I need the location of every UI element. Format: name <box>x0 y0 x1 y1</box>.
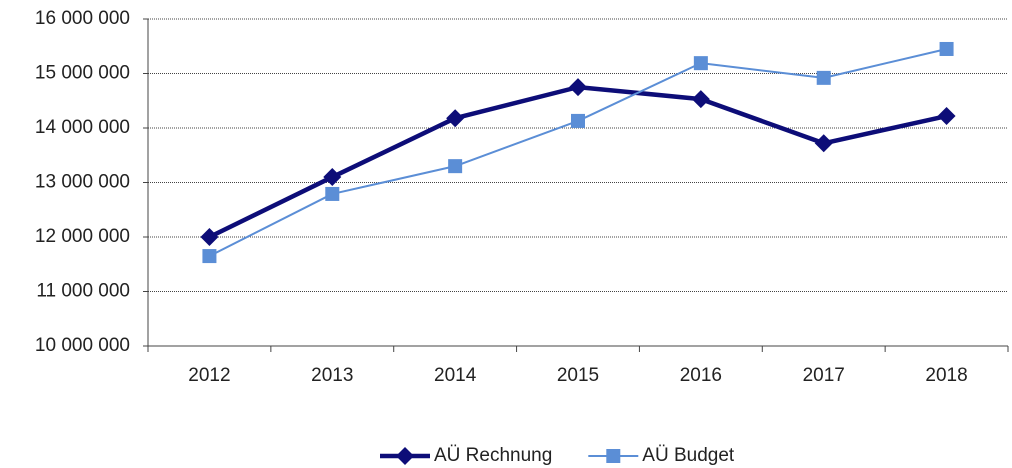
data-point <box>200 228 219 246</box>
x-tick-label: 2014 <box>434 365 477 386</box>
data-point <box>323 168 342 187</box>
y-tick-label: 12 000 000 <box>35 226 130 247</box>
data-point <box>571 113 585 128</box>
x-tick-label: 2018 <box>925 365 967 386</box>
x-tick-label: 2016 <box>680 365 722 386</box>
x-tick-label: 2013 <box>311 365 353 386</box>
legend-marker <box>396 447 414 465</box>
data-point <box>814 134 833 153</box>
x-tick-label: 2015 <box>557 365 599 386</box>
data-point <box>937 107 956 126</box>
series-line <box>208 84 948 240</box>
data-point <box>569 78 587 97</box>
y-tick-label: 14 000 000 <box>35 117 130 138</box>
y-tick-label: 15 000 000 <box>35 63 130 84</box>
data-point <box>202 249 217 264</box>
legend-marker <box>606 449 621 463</box>
data-point <box>691 90 710 109</box>
x-tick-label: 2012 <box>188 365 230 386</box>
y-tick-label: 10 000 000 <box>35 335 130 356</box>
legend-label: AÜ Rechnung <box>434 445 552 466</box>
y-tick-label: 16 000 000 <box>35 8 130 29</box>
y-tick-label: 11 000 000 <box>36 281 130 302</box>
data-point <box>939 41 954 56</box>
data-point <box>448 159 463 174</box>
data-point <box>325 186 340 201</box>
data-point <box>446 109 465 128</box>
y-tick-label: 13 000 000 <box>35 172 130 193</box>
x-tick-label: 2017 <box>803 365 845 386</box>
legend-label: AÜ Budget <box>642 445 735 466</box>
data-point <box>816 70 831 85</box>
data-point <box>693 56 708 71</box>
